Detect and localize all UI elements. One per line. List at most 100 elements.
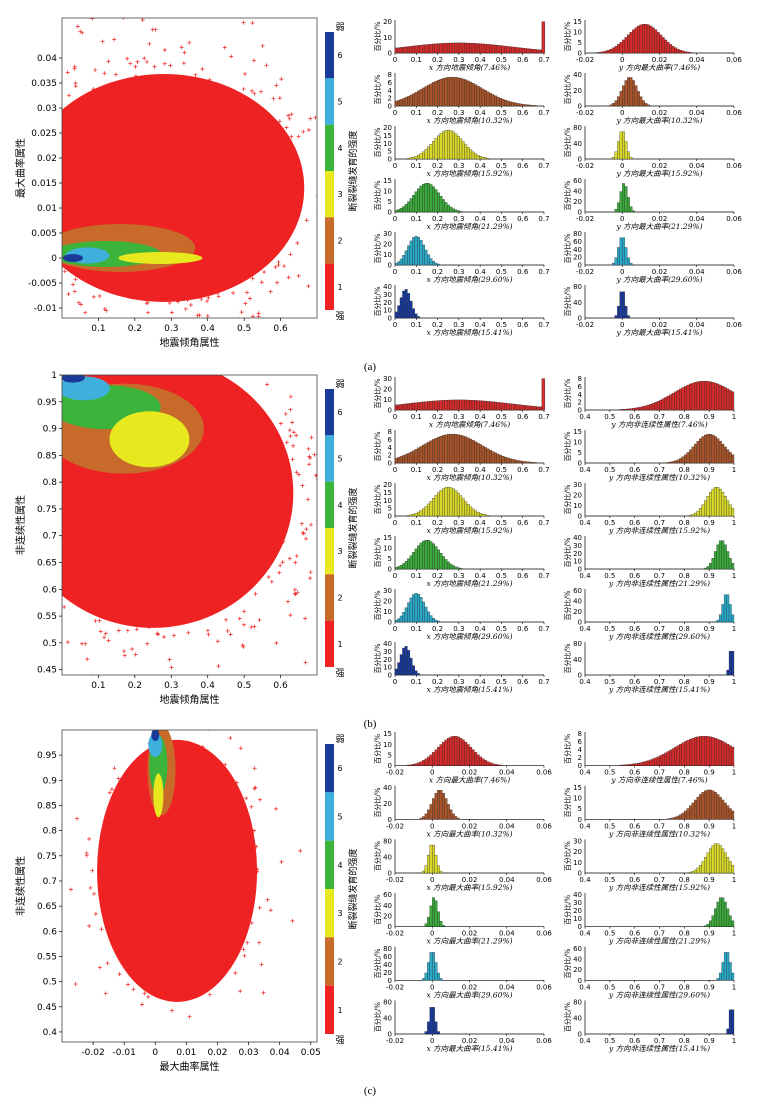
hist-x-tick-label: 0.4 — [475, 109, 487, 117]
data-point — [216, 159, 221, 164]
hist-bar — [474, 153, 478, 160]
data-point — [149, 209, 154, 214]
hist-bar — [434, 900, 438, 927]
hist-x-tick-label: 1 — [732, 625, 736, 633]
data-point — [220, 277, 225, 282]
data-point — [21, 240, 25, 244]
hist-bar — [731, 563, 735, 570]
hist-bar — [451, 76, 455, 107]
data-point — [147, 203, 152, 208]
data-point — [280, 508, 285, 513]
data-point — [282, 231, 287, 236]
data-point — [277, 175, 282, 180]
hist-bar — [444, 798, 448, 820]
data-point — [240, 225, 245, 230]
hist-bar — [412, 552, 416, 570]
hist-bar — [412, 237, 416, 266]
data-point — [94, 535, 99, 540]
hist-bar — [713, 436, 717, 464]
hist-x-tick-label: 0 — [393, 678, 397, 686]
data-point — [165, 128, 170, 133]
data-point — [286, 512, 291, 517]
hist-y-tick-label: 15 — [383, 177, 392, 185]
data-point — [209, 230, 214, 235]
hist-bar — [404, 250, 408, 266]
data-point — [266, 145, 271, 150]
hist-y-tick-label: 0 — [388, 816, 392, 824]
data-point — [156, 193, 161, 198]
data-point — [192, 570, 197, 575]
data-point — [216, 287, 221, 292]
hist-bar — [409, 300, 413, 319]
hist-bar — [721, 443, 725, 464]
data-point — [13, 112, 17, 116]
data-point — [135, 132, 140, 137]
data-point — [159, 567, 164, 572]
hist-y-tick-label: 15 — [573, 428, 582, 436]
colorbar-level: 5 — [337, 98, 342, 107]
data-point — [135, 580, 140, 585]
data-point — [97, 478, 102, 483]
data-point — [243, 586, 248, 591]
data-point — [188, 142, 193, 147]
hist-bar — [437, 1031, 440, 1035]
hist-bar — [422, 870, 425, 874]
hist-y-title: 百分比/% — [373, 21, 382, 51]
data-point — [163, 153, 168, 158]
y-tick-label: 0 — [51, 254, 57, 264]
hist-bar — [627, 764, 630, 766]
hist-x-tick-label: 0 — [620, 321, 624, 329]
data-point — [117, 590, 122, 595]
hist-bar — [686, 452, 690, 464]
data-point — [187, 227, 192, 232]
hist-bar — [407, 514, 411, 517]
data-point — [211, 164, 216, 169]
data-point — [158, 156, 163, 161]
data-point — [121, 18, 126, 20]
data-point — [245, 489, 250, 494]
hist-bar — [634, 763, 638, 766]
data-point — [216, 294, 221, 299]
y-tick-label: 0.9 — [43, 425, 58, 435]
hist-bar — [699, 438, 702, 464]
hist-bar — [646, 760, 650, 766]
hist-x-tick-label: 0.7 — [538, 215, 549, 223]
data-point — [238, 130, 243, 135]
histogram — [584, 20, 735, 55]
hist-bar — [499, 764, 502, 766]
data-point — [146, 994, 151, 999]
y-tick-label: 0.03 — [37, 104, 57, 114]
data-point — [179, 45, 184, 50]
hist-bar — [659, 399, 663, 411]
data-point — [78, 479, 83, 484]
hist-y-title: 百分比/% — [563, 431, 572, 461]
hist-bar — [494, 452, 497, 464]
hist-y-tick-label: 5 — [388, 148, 392, 156]
data-point — [175, 921, 180, 926]
hist-bar — [424, 149, 428, 160]
hist-bar — [479, 43, 483, 54]
data-point — [342, 484, 346, 488]
data-point — [212, 225, 217, 230]
data-point — [167, 301, 172, 306]
data-point — [137, 188, 142, 193]
hist-bar — [716, 978, 720, 981]
histogram — [584, 285, 735, 320]
data-point — [193, 210, 198, 215]
data-point — [214, 497, 219, 502]
hist-x-title: x 方向地震倾角(15.92%) — [426, 169, 512, 178]
data-point — [3, 620, 7, 624]
data-point — [122, 162, 127, 167]
hist-x-tick-label: 0.5 — [496, 321, 507, 329]
data-point — [175, 808, 180, 813]
data-point — [72, 144, 77, 149]
hist-bar — [461, 739, 465, 766]
data-point — [165, 481, 170, 486]
data-point — [241, 393, 246, 398]
data-point — [167, 490, 172, 495]
data-point — [141, 573, 146, 578]
hist-bar — [429, 440, 433, 464]
data-point — [185, 552, 190, 557]
data-point — [57, 154, 61, 158]
data-point — [29, 481, 33, 485]
